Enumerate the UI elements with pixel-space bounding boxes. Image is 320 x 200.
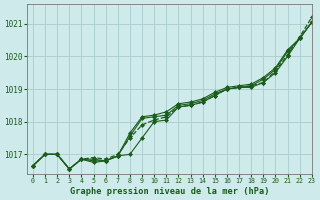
- X-axis label: Graphe pression niveau de la mer (hPa): Graphe pression niveau de la mer (hPa): [69, 187, 269, 196]
